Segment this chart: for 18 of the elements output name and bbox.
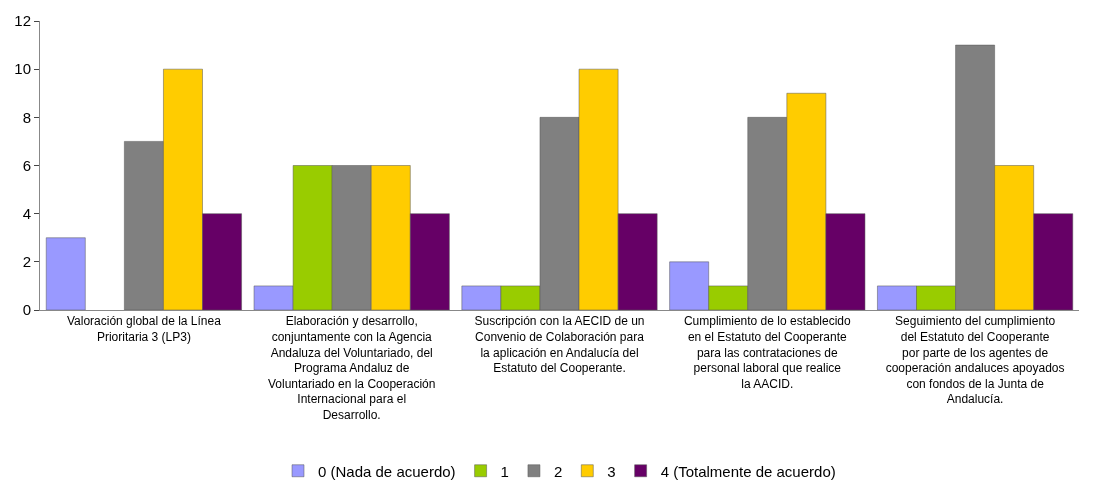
y-tick-label: 2 [22,253,31,271]
x-tick-label: Valoración global de la Línea Prioritaria 3 (LP3) [66,314,222,344]
bar [45,237,86,310]
y-tick-label: 8 [22,108,31,126]
y-tick-label: 6 [22,156,31,174]
x-tick-label: Seguimiento del cumplimiento del Estatuto del Cooperante por parte de los agentes de cooperación andaluces apoyados con fondos de la Junta de Andalucía. [885,314,1065,407]
y-tick-label: 10 [14,60,31,78]
x-tick-label: Cumplimiento de lo establecido en el Estatuto del Cooperante para las contrataciones de personal laboral que realice la AACID. [683,314,851,391]
legend-label: 2 [553,462,563,480]
legend-label: 1 [500,462,509,480]
legend-label: 3 [607,462,616,480]
y-tick-label: 4 [22,204,31,222]
legend-label: 0 (Nada de acuerdo) [318,462,456,480]
legend-label: 4 (Totalmente de acuerdo) [660,462,836,480]
y-tick-label: 0 [22,301,31,319]
x-tick-label: Suscripción con la AECID de un Convenio de Colaboración para la aplicación en Andalucía del Estatuto del Cooperante. [474,314,645,376]
x-tick-label: Elaboración y desarrollo, conjuntamente con la Agencia Andaluza del Voluntariado, del Programa Andaluz de Voluntariado en la Cooperación Internacional para el Desarrollo. [267,314,436,422]
y-tick-label: 12 [14,12,31,30]
